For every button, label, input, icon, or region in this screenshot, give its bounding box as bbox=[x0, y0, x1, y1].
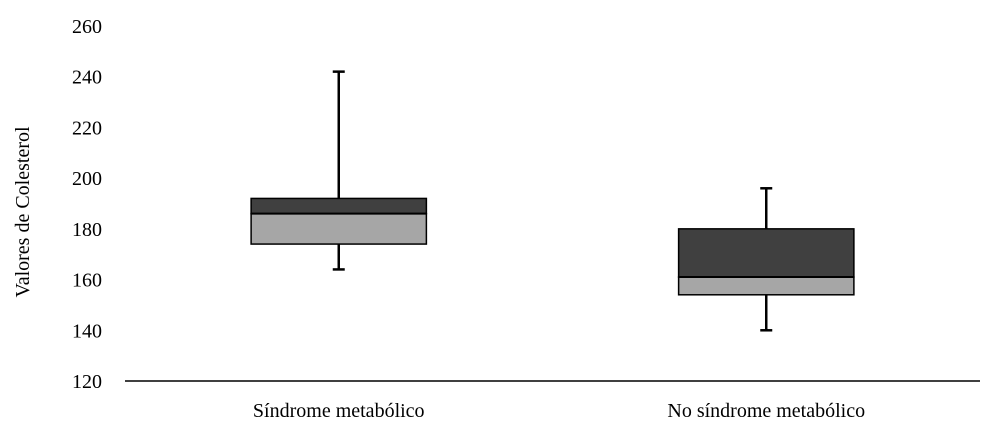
y-tick-label: 260 bbox=[72, 16, 102, 38]
y-tick-label: 200 bbox=[72, 168, 102, 190]
box-upper-segment bbox=[250, 197, 428, 215]
y-tick-label: 140 bbox=[72, 320, 102, 342]
x-axis-labels: Síndrome metabólico No síndrome metabólic… bbox=[253, 400, 865, 421]
box-lower-segment bbox=[677, 276, 855, 296]
y-axis-title: Valores de Colesterol bbox=[12, 126, 34, 298]
y-tick-label: 120 bbox=[72, 371, 102, 393]
box-lower-segment bbox=[250, 212, 428, 245]
box-2 bbox=[677, 187, 855, 332]
box-upper-segment bbox=[677, 228, 855, 278]
x-category-label: No síndrome metabólico bbox=[667, 400, 865, 421]
boxes-group bbox=[250, 70, 855, 332]
box-1 bbox=[250, 70, 428, 271]
x-category-label: Síndrome metabólico bbox=[253, 400, 425, 421]
y-tick-label: 240 bbox=[72, 67, 102, 89]
y-tick-label: 180 bbox=[72, 219, 102, 241]
y-tick-label: 220 bbox=[72, 117, 102, 139]
y-axis-ticks: 120 140 160 180 200 220 240 260 bbox=[72, 16, 102, 393]
y-tick-label: 160 bbox=[72, 270, 102, 292]
